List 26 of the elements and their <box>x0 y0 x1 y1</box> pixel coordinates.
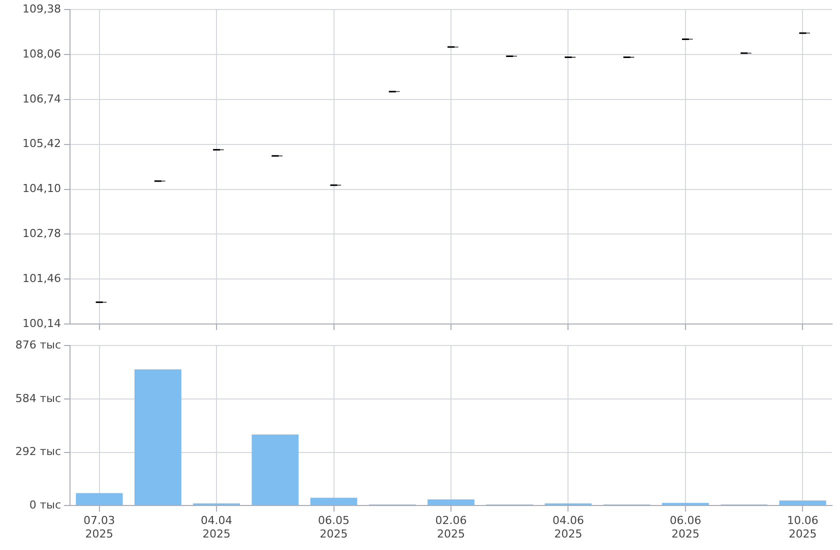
x-tick-label: 10.06 2025 <box>786 514 818 540</box>
y-tick-label: 109,38 <box>22 2 61 16</box>
y-tick-label: 106,74 <box>22 92 61 106</box>
x-tick-label: 06.05 2025 <box>318 514 350 540</box>
bar <box>310 498 358 506</box>
bar <box>76 493 123 506</box>
y-tick-label: 0 тыс <box>29 498 61 512</box>
bar <box>662 502 709 506</box>
y-tick-label: 876 тыс <box>15 338 61 352</box>
x-tick-label: 07.03 2025 <box>84 514 116 540</box>
y-tick-label: 105,42 <box>22 137 61 150</box>
y-tick-label: 101,46 <box>22 272 61 285</box>
y-tick-label: 108,06 <box>22 47 61 60</box>
bar <box>428 499 474 506</box>
x-tick-label: 02.06 2025 <box>435 514 467 540</box>
y-tick-label: 104,10 <box>22 182 61 196</box>
x-tick-label: 04.06 2025 <box>552 514 584 540</box>
y-tick-label: 102,78 <box>22 227 61 240</box>
y-tick-label: 292 тыс <box>15 445 61 458</box>
bar <box>252 434 299 506</box>
bar <box>134 369 182 506</box>
y-tick-label: 584 тыс <box>15 392 61 405</box>
bar <box>779 500 826 506</box>
x-tick-label: 06.06 2025 <box>670 514 702 540</box>
x-tick-label: 04.04 2025 <box>200 514 232 540</box>
y-tick-label: 100,14 <box>22 316 61 330</box>
